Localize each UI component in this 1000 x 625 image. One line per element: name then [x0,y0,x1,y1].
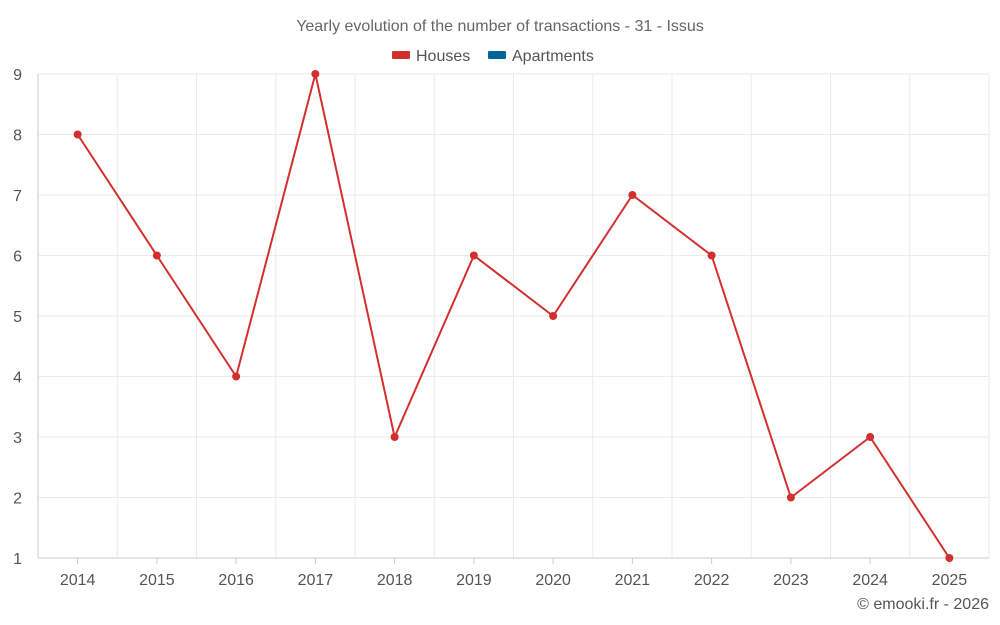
y-tick-label: 8 [13,128,22,145]
x-tick-label: 2021 [615,572,651,589]
series-line-houses [76,73,951,559]
x-tick-label: 2018 [377,572,413,589]
axes [37,74,989,559]
data-point-houses-2020[interactable] [549,312,558,320]
x-tick-label: 2020 [535,572,571,589]
data-point-houses-2022[interactable] [707,251,716,260]
legend-label-houses: Houses [416,48,470,65]
data-point-houses-2019[interactable] [469,251,478,260]
credit-text: © emooki.fr - 2026 [857,596,989,613]
x-tick-label: 2015 [139,572,175,589]
y-axis-ticks: 1 2 3 4 5 6 7 8 9 [13,67,22,568]
legend-item-houses[interactable]: Houses [392,48,470,65]
legend-swatch-apartments [488,51,506,59]
x-axis-ticks: 2014 2015 2016 2017 2018 2019 2020 2021 2022 2023… [60,558,967,589]
data-point-houses-2024[interactable] [866,433,875,441]
legend-label-apartments: Apartments [512,48,594,65]
x-tick-label: 2022 [694,572,730,589]
y-tick-label: 7 [13,188,22,205]
series [73,70,954,562]
x-tick-label: 2016 [218,572,254,589]
x-tick-label: 2014 [60,572,96,589]
y-tick-label: 5 [13,309,22,326]
legend-item-apartments[interactable]: Apartments [488,48,594,65]
data-point-houses-2017[interactable] [311,70,320,78]
data-point-houses-2018[interactable] [390,433,399,441]
y-tick-label: 4 [13,370,22,387]
grid [38,73,990,558]
x-tick-label: 2017 [298,572,334,589]
x-tick-label: 2019 [456,572,492,589]
y-tick-label: 2 [13,491,22,508]
y-tick-label: 1 [13,551,22,568]
y-tick-label: 6 [13,249,22,266]
data-point-houses-2021[interactable] [628,191,637,199]
x-tick-label: 2023 [773,572,809,589]
data-point-houses-2014[interactable] [73,130,82,139]
y-tick-label: 9 [13,67,22,84]
chart-title: Yearly evolution of the number of transa… [296,18,704,35]
data-point-houses-2016[interactable] [232,372,241,381]
legend: Houses Apartments [392,48,594,65]
y-tick-label: 3 [13,430,22,447]
x-tick-label: 2025 [932,572,968,589]
data-point-houses-2023[interactable] [786,493,795,502]
x-tick-label: 2024 [852,572,888,589]
data-point-houses-2025[interactable] [945,554,954,562]
data-point-houses-2015[interactable] [152,251,161,260]
legend-swatch-houses [392,51,410,59]
